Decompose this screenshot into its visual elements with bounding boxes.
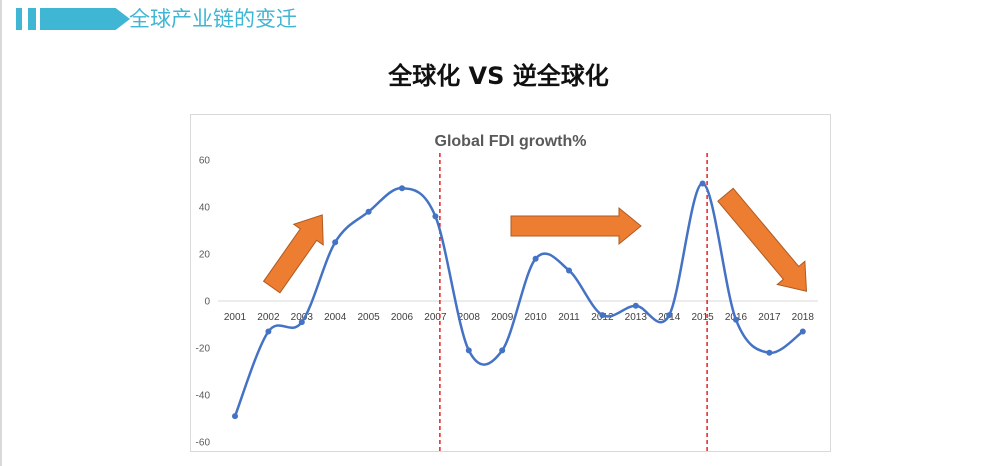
data-point [733,316,739,323]
x-tick-label: 2007 [424,312,447,323]
trend-arrow-up [262,214,324,294]
data-point [599,312,606,319]
data-point [499,347,506,354]
data-point [532,255,539,262]
y-tick-label: 60 [199,156,211,167]
series-points [232,180,806,420]
trend-arrows [262,187,808,294]
data-point [332,239,339,246]
trend-arrow-right [510,206,642,246]
x-axis-ticks: 2001 2002 2003 2004 2005 2006 2007 2008 2009 2010… [224,312,814,323]
data-point [799,328,806,335]
data-point [699,180,706,187]
x-tick-label: 2015 [691,312,714,323]
trend-arrow-down [717,187,808,292]
phase-dividers [439,153,708,452]
x-tick-label: 2004 [324,312,347,323]
x-tick-label: 2003 [291,312,314,323]
data-point [632,302,639,309]
y-tick-label: -40 [196,391,211,402]
y-tick-label: -60 [196,438,211,449]
series-line-fdi-growth [233,182,804,417]
data-point [432,213,439,220]
y-tick-label: 0 [204,297,210,308]
x-tick-label: 2018 [792,312,815,323]
x-tick-label: 2002 [257,312,280,323]
data-point [465,347,472,354]
slide-title: 全球产业链的变迁 [129,7,297,31]
data-point [232,413,238,420]
header-bar-small [16,8,22,30]
left-rule [0,0,2,466]
x-tick-label: 2010 [524,312,547,323]
x-tick-label: 2017 [758,312,781,323]
y-tick-label: 20 [199,250,211,261]
x-tick-label: 2009 [491,312,514,323]
data-point [766,349,773,356]
data-point [666,312,673,319]
chart-title: Global FDI growth% [434,133,587,150]
x-tick-label: 2013 [625,312,648,323]
chart-frame [190,114,831,452]
y-tick-label: 40 [199,203,211,214]
x-tick-label: 2008 [458,312,481,323]
header-bar-arrow [40,8,130,30]
x-tick-label: 2001 [224,312,247,323]
data-point [265,328,272,335]
x-tick-label: 2011 [558,312,580,323]
x-tick-label: 2006 [391,312,414,323]
data-point [566,267,572,274]
header-bar-medium [28,8,36,30]
data-point [298,319,305,326]
x-tick-label: 2005 [357,312,380,323]
data-point [399,185,405,192]
y-axis-ticks: 60 40 20 0 -20 -40 -60 [196,156,211,449]
y-tick-label: -20 [196,344,211,355]
main-title: 全球化 VS 逆全球化 [388,62,609,90]
data-point [365,208,372,215]
